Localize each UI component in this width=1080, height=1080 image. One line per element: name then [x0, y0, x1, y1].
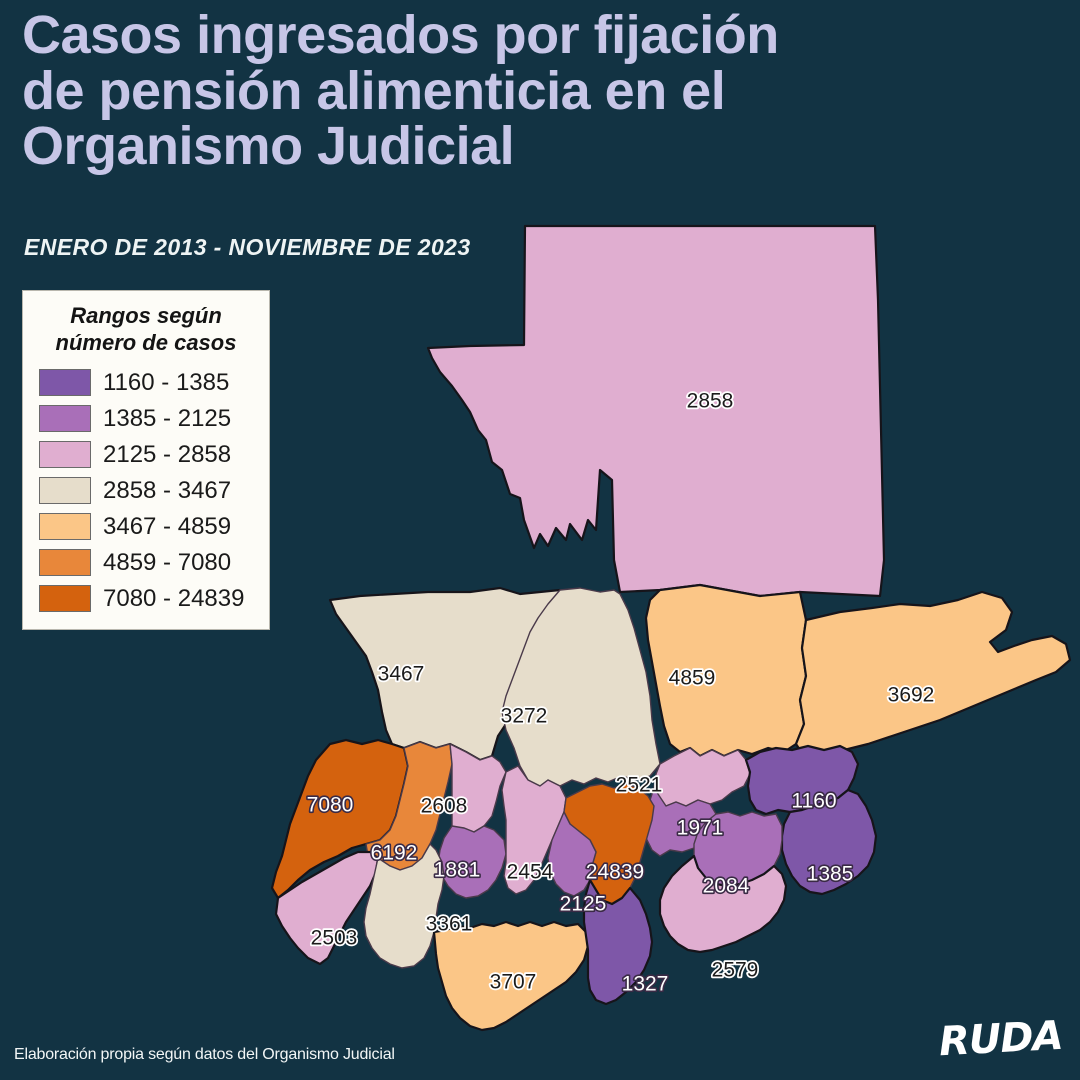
- date-range-subtitle: ENERO DE 2013 - NOVIEMBRE DE 2023: [24, 234, 471, 260]
- map-region-value-label: 1971: [677, 817, 724, 840]
- map-region: [653, 747, 751, 807]
- map-region: [363, 843, 445, 969]
- map-region-value-label: 2503: [311, 927, 358, 950]
- legend-item-label: 7080 - 24839: [103, 584, 245, 612]
- map-region-value-label: 1160: [791, 790, 836, 813]
- legend-item-label: 1385 - 2125: [103, 404, 232, 432]
- legend-item-label: 2125 - 2858: [103, 440, 232, 468]
- map-region-value-label: 1327: [622, 973, 669, 996]
- map-region-value-label: 2521: [616, 774, 663, 797]
- map-region-value-label: 4859: [669, 667, 716, 690]
- map-region-value-label: 2454: [507, 861, 554, 884]
- legend-item: 1160 - 1385: [35, 365, 257, 401]
- map-region-value-label: 3707: [490, 971, 537, 994]
- map-region-value-label: 1385: [807, 863, 854, 886]
- legend-item-label: 2858 - 3467: [103, 476, 232, 504]
- map-region-value-label: 3467: [378, 663, 425, 686]
- map-region-value-label: 3361: [426, 913, 473, 936]
- map-region-value-label: 1881: [434, 859, 481, 882]
- map-region-value-label: 3692: [888, 684, 935, 707]
- map-region: [658, 854, 788, 954]
- source-credit: Elaboración propia según datos del Organ…: [14, 1046, 395, 1063]
- legend-color-swatch: [39, 441, 91, 469]
- map-region: [501, 587, 661, 787]
- legend-item: 7080 - 24839: [35, 581, 257, 617]
- map-region: [501, 765, 567, 895]
- legend-panel: Rangos según número de casos 1160 - 1385…: [22, 290, 270, 630]
- map-region-value-label: 24839: [586, 861, 644, 884]
- map-region-value-label: 2125: [560, 893, 607, 916]
- map-region-value-label: 7080: [307, 794, 354, 817]
- map-region-value-label: 2084: [703, 875, 750, 898]
- legend-item-label: 4859 - 7080: [103, 548, 232, 576]
- legend-item-label: 3467 - 4859: [103, 512, 232, 540]
- legend-title: Rangos según número de casos: [55, 303, 237, 355]
- map-region-value-label: 3272: [501, 705, 548, 728]
- map-region-value-label: 2579: [712, 959, 759, 982]
- legend-rows: 1160 - 1385 1385 - 2125 2125 - 2858 2858 - …: [35, 365, 257, 617]
- map-region-value-label: 2858: [687, 390, 734, 413]
- page-title: Casos ingresados por fijación de pensión…: [22, 5, 779, 177]
- map-region: [794, 590, 1072, 756]
- map-region: [274, 850, 380, 966]
- map-region: [426, 224, 886, 598]
- legend-item: 4859 - 7080: [35, 545, 257, 581]
- map-region: [780, 788, 878, 896]
- legend-item: 3467 - 4859: [35, 509, 257, 545]
- legend-item: 2125 - 2858: [35, 437, 257, 473]
- map-region: [547, 811, 597, 897]
- map-region-value-label: 6192: [371, 842, 418, 865]
- ruda-logo: RUDA: [937, 1012, 1064, 1066]
- legend-item: 2858 - 3467: [35, 473, 257, 509]
- legend-color-swatch: [39, 369, 91, 397]
- legend-color-swatch: [39, 405, 91, 433]
- legend-color-swatch: [39, 477, 91, 505]
- map-region-value-label: 2608: [421, 795, 468, 818]
- map-region: [270, 738, 410, 900]
- map-region: [432, 920, 590, 1032]
- legend-item-label: 1160 - 1385: [103, 368, 230, 396]
- legend-color-swatch: [39, 513, 91, 541]
- map-region: [582, 878, 654, 1006]
- legend-color-swatch: [39, 549, 91, 577]
- legend-color-swatch: [39, 585, 91, 613]
- legend-item: 1385 - 2125: [35, 401, 257, 437]
